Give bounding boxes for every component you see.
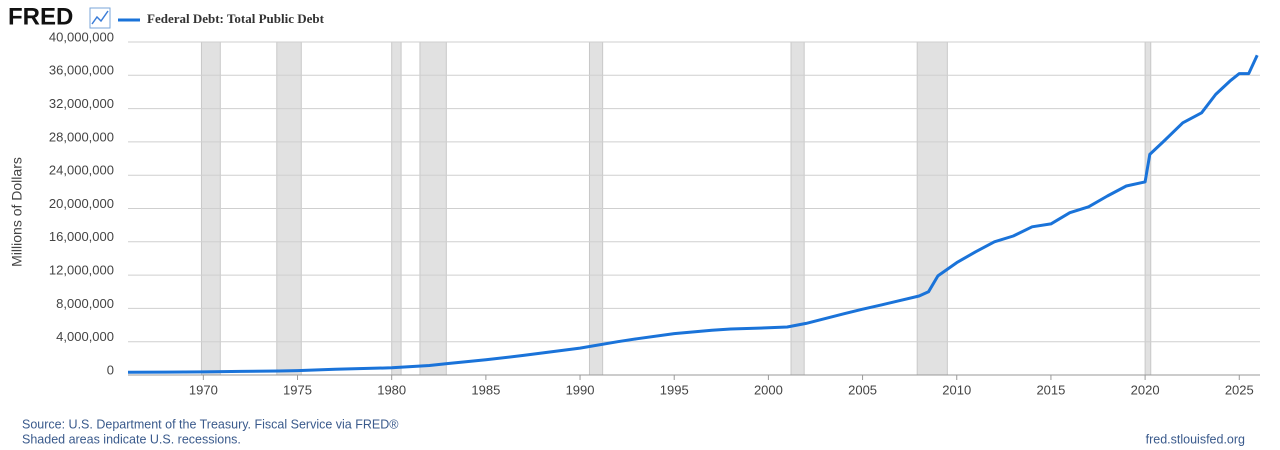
recession-note: Shaded areas indicate U.S. recessions.: [22, 432, 241, 446]
y-tick-label: 16,000,000: [49, 229, 114, 244]
x-tick-label: 2025: [1225, 382, 1254, 397]
y-tick-label: 0: [107, 362, 114, 377]
y-axis-label: Millions of Dollars: [9, 157, 25, 267]
x-tick-label: 2000: [754, 382, 783, 397]
x-tick-label: 1975: [283, 382, 312, 397]
x-tick-label: 1995: [660, 382, 689, 397]
y-tick-label: 8,000,000: [56, 296, 114, 311]
x-tick-label: 2010: [942, 382, 971, 397]
logo-icon-line: [91, 10, 109, 25]
x-tick-label: 2015: [1036, 382, 1065, 397]
x-tick-label: 2005: [848, 382, 877, 397]
y-tick-label: 20,000,000: [49, 196, 114, 211]
x-tick-label: 1990: [566, 382, 595, 397]
data-line: [127, 54, 1259, 374]
legend-label: Federal Debt: Total Public Debt: [147, 11, 325, 26]
y-tick-label: 40,000,000: [49, 29, 114, 44]
source-note: Source: U.S. Department of the Treasury.…: [22, 417, 399, 431]
y-tick-label: 4,000,000: [56, 329, 114, 344]
x-tick-label: 1970: [189, 382, 218, 397]
logo-icon: [89, 7, 111, 29]
y-tick-label: 36,000,000: [49, 63, 114, 78]
x-tick-label: 1980: [377, 382, 406, 397]
x-tick-label: 1985: [471, 382, 500, 397]
y-tick-label: 28,000,000: [49, 129, 114, 144]
brand-logo: FRED: [8, 3, 73, 30]
y-tick-label: 32,000,000: [49, 96, 114, 111]
y-tick-label: 24,000,000: [49, 163, 114, 178]
x-tick-label: 2020: [1131, 382, 1160, 397]
y-tick-label: 12,000,000: [49, 263, 114, 278]
site-url: fred.stlouisfed.org: [1146, 432, 1245, 446]
